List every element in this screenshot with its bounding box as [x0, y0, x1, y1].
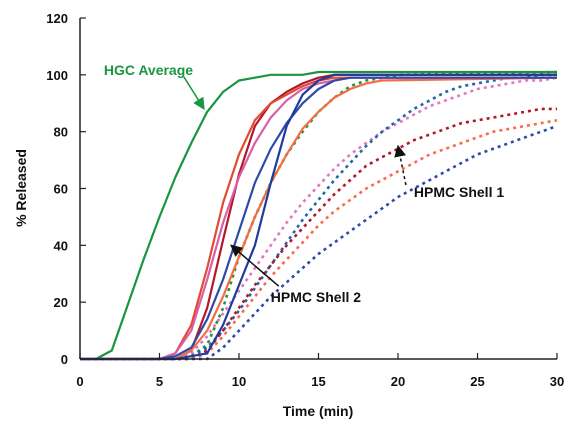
dashed-series-line-8	[80, 76, 558, 361]
annotation-label-0: HGC Average	[104, 62, 193, 78]
x-tick-label-10: 10	[232, 374, 246, 389]
y-tick-label-120: 120	[46, 11, 68, 26]
series-layer	[80, 70, 558, 361]
dashed-series-line-9	[80, 73, 557, 361]
y-tick-label-40: 40	[54, 238, 68, 253]
annotation-arrow-1	[230, 244, 280, 287]
x-tick-label-30: 30	[550, 374, 564, 389]
x-tick-label-25: 25	[470, 374, 484, 389]
solid-series-line-3	[80, 76, 557, 361]
x-tick-label-20: 20	[391, 374, 405, 389]
annotation-layer: HGC Average HPMC Shell 2 HPMC Shell 1	[104, 62, 505, 305]
solid-series-line-1	[80, 73, 557, 361]
annotation-label-1: HPMC Shell 2	[271, 289, 361, 305]
dashed-series-line-10	[80, 107, 557, 361]
y-tick-label-60: 60	[54, 182, 68, 197]
dashed-series-line-12	[80, 124, 558, 361]
y-tick-label-0: 0	[61, 352, 68, 367]
y-tick-label-80: 80	[54, 125, 68, 140]
dashed-series-line-7	[80, 70, 558, 361]
solid-series-line-5	[80, 76, 557, 361]
tick-layer: 0 5 10 15 20 25 30 0 20 40 60 80 100 120	[46, 11, 564, 389]
solid-series-line-0	[80, 70, 557, 361]
dashed-series-line-11	[80, 119, 558, 361]
annotation-arrow-2	[394, 144, 407, 186]
solid-series-line-2	[80, 76, 557, 361]
x-tick-label-15: 15	[311, 374, 325, 389]
y-axis-title: % Released	[13, 149, 29, 227]
annotation-arrow-0	[183, 76, 205, 110]
x-tick-label-0: 0	[76, 374, 83, 389]
solid-series-line-6	[80, 73, 557, 361]
annotation-label-2: HPMC Shell 1	[414, 184, 504, 200]
y-tick-label-20: 20	[54, 295, 68, 310]
solid-series-line-4	[80, 76, 558, 361]
x-axis-title: Time (min)	[283, 403, 354, 419]
x-tick-label-5: 5	[156, 374, 163, 389]
y-tick-label-100: 100	[46, 68, 68, 83]
